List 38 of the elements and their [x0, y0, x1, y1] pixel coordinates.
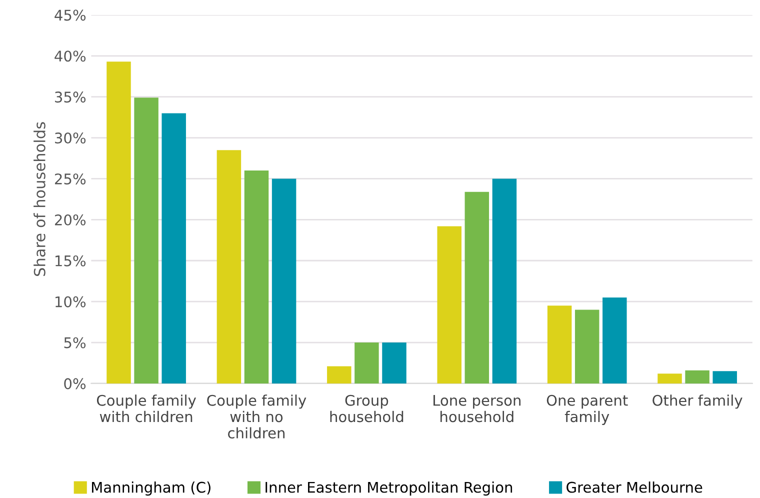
bar [106, 62, 131, 384]
bar [492, 178, 517, 384]
y-tick-label: 15% [56, 255, 86, 266]
y-tick-label: 10% [56, 296, 86, 308]
bar [216, 150, 242, 384]
legend-label: Inner Eastern Metropolitan Region [266, 482, 512, 496]
x-tick-label: Other family [652, 394, 742, 409]
bar [547, 306, 572, 384]
x-tick-label: Couple family with no children [207, 394, 306, 439]
legend-label: Manningham (C) [92, 482, 210, 496]
y-tick-label: 40% [54, 50, 86, 62]
bar [658, 374, 682, 384]
bar [602, 297, 627, 384]
bar [327, 366, 352, 384]
legend-label: Greater Melbourne [566, 482, 702, 493]
bar [437, 226, 462, 384]
y-tick-label: 45% [54, 10, 86, 21]
bar [685, 370, 710, 384]
bar [712, 371, 737, 384]
y-tick-label: 30% [55, 132, 86, 144]
bar [354, 342, 379, 384]
bar [162, 113, 186, 384]
x-tick-label: Couple family with children [96, 394, 196, 422]
y-axis-title: Share of households [34, 122, 46, 276]
y-tick-label: 35% [55, 92, 86, 103]
bar [134, 98, 158, 384]
bar [244, 170, 269, 384]
y-tick-label: 5% [64, 337, 86, 348]
bar [382, 342, 406, 384]
x-tick-label: Group household [330, 394, 404, 422]
bar [272, 178, 296, 384]
bar [464, 192, 490, 384]
bar [574, 310, 600, 384]
x-tick-label: One parent family [546, 394, 628, 426]
y-tick-label: 0% [64, 378, 86, 390]
y-tick-label: 20% [54, 214, 86, 226]
x-tick-label: Lone person household [434, 395, 520, 422]
y-tick-label: 25% [54, 173, 86, 184]
